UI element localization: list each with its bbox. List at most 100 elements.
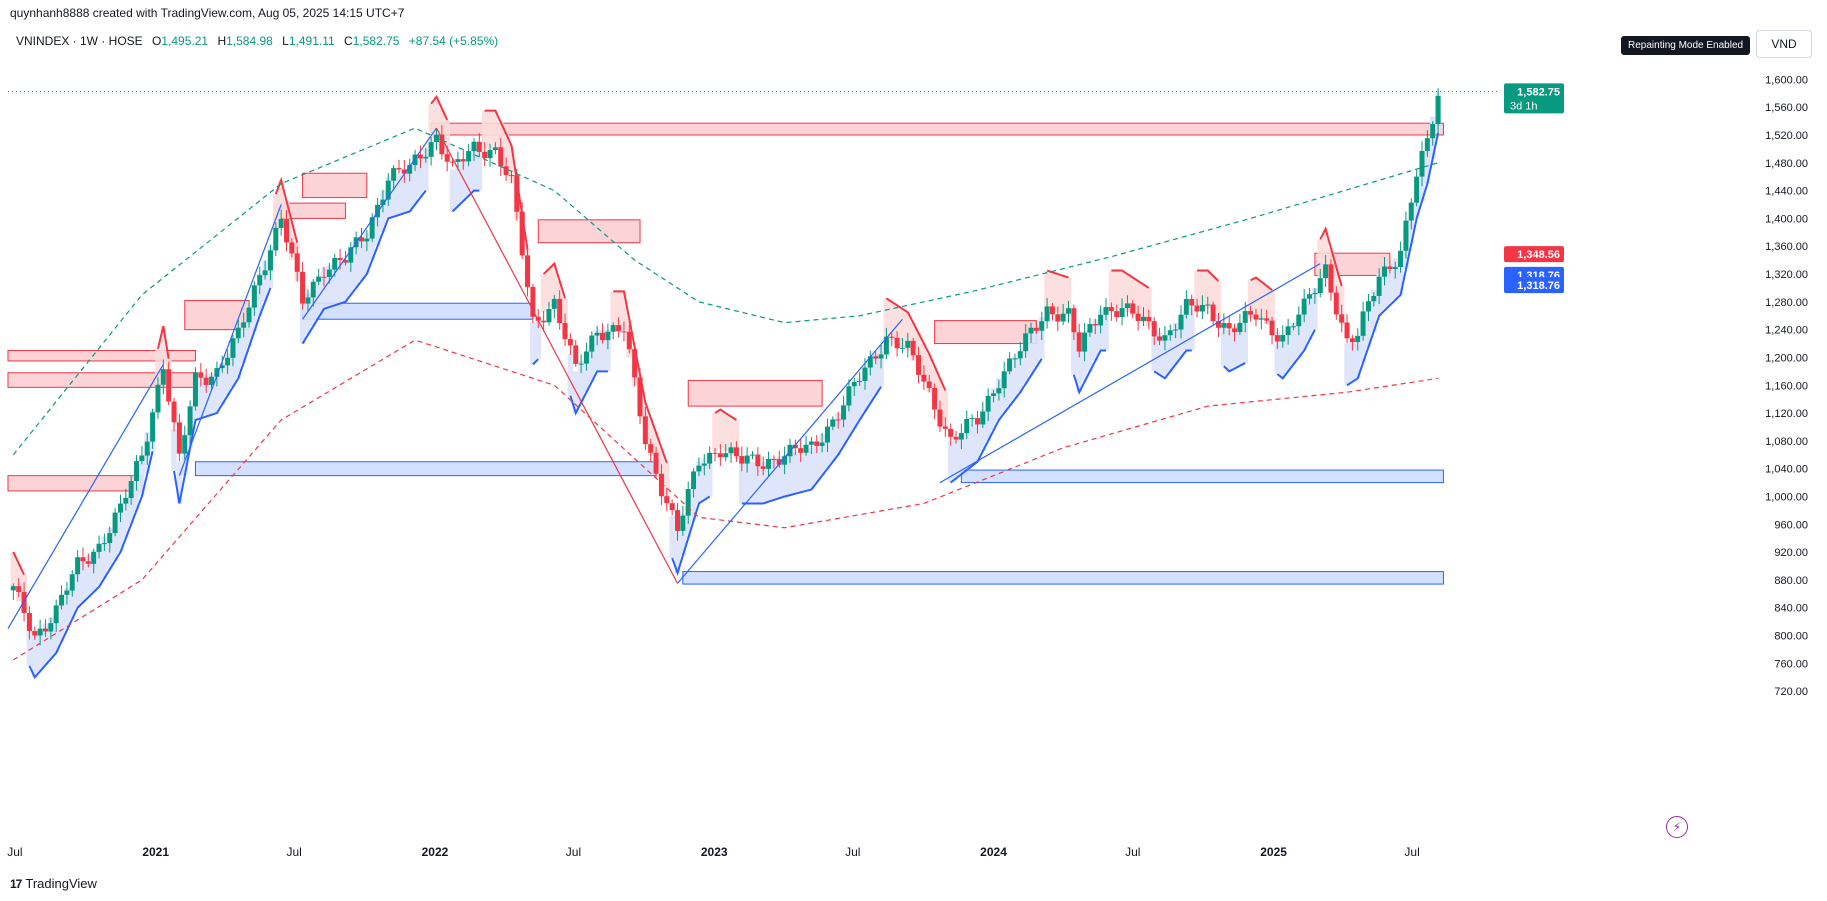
candle-body <box>1049 306 1055 315</box>
trend-fill <box>851 387 858 429</box>
candle-body <box>525 255 531 287</box>
candle-body <box>176 422 182 454</box>
candle-body <box>278 218 284 228</box>
candle-body <box>846 386 852 406</box>
trend-fill <box>781 454 788 497</box>
candle-body <box>332 257 338 270</box>
trend-fill <box>1054 274 1061 313</box>
x-tick-label: Jul <box>286 845 301 859</box>
candle-body <box>1173 329 1179 331</box>
candle-body <box>375 204 381 218</box>
candle-body <box>637 377 643 417</box>
trend-fill <box>1253 277 1259 316</box>
bull-trailing-stop <box>28 451 154 680</box>
y-tick-label: 1,320.00 <box>1765 269 1808 281</box>
trend-fill <box>872 353 879 395</box>
candle-body <box>782 456 788 465</box>
candle-body <box>1001 371 1007 389</box>
candle-body <box>1392 266 1398 269</box>
trend-fill <box>894 305 900 344</box>
trend-fill <box>1344 343 1350 386</box>
candle-body <box>1135 313 1141 321</box>
open-label: O <box>152 34 162 48</box>
trend-fill <box>1146 287 1152 327</box>
candle-body <box>921 374 927 382</box>
x-tick-label: Jul <box>1404 845 1419 859</box>
candle-body <box>541 320 547 323</box>
trend-fill <box>1049 272 1056 311</box>
candle-body <box>1103 307 1109 315</box>
candle-body <box>401 169 407 174</box>
x-tick-label: 2023 <box>701 845 728 859</box>
candle-body <box>444 154 450 162</box>
trend-fill <box>1028 333 1034 376</box>
trend-fill <box>738 461 745 504</box>
trend-fill <box>1231 326 1238 369</box>
candle-body <box>1189 298 1195 306</box>
trend-fill <box>31 635 38 678</box>
trend-fill <box>605 329 611 372</box>
y-tick-label: 960.00 <box>1774 519 1808 531</box>
trend-fill <box>465 154 472 196</box>
trend-fill <box>899 308 906 348</box>
bull-trailing-stop <box>451 189 480 213</box>
candle-body <box>21 591 27 614</box>
candle-body <box>69 574 75 591</box>
close-label: C <box>344 34 353 48</box>
candle-body <box>1199 305 1205 312</box>
candle-body <box>508 175 514 177</box>
candle-body <box>1124 303 1130 309</box>
trend-fill <box>717 409 724 448</box>
trend-fill <box>1354 336 1361 379</box>
candle-body <box>1403 220 1409 251</box>
bull-trailing-stop <box>1153 349 1192 380</box>
candle-body <box>321 276 327 278</box>
candle-body <box>439 134 445 155</box>
candle-body <box>316 276 322 282</box>
candle-body <box>407 165 413 174</box>
candle-body <box>1290 326 1296 328</box>
trend-fill <box>1022 342 1029 384</box>
candle-body <box>80 557 86 562</box>
trend-fill <box>1322 228 1329 268</box>
price-tag <box>1504 246 1564 263</box>
candle-body <box>1376 276 1382 296</box>
support-zone <box>194 461 657 477</box>
candle-body <box>380 199 386 205</box>
trend-fill <box>980 409 986 452</box>
trend-fill <box>765 459 772 502</box>
candle-body <box>1119 308 1125 317</box>
trend-fill <box>1258 281 1265 320</box>
candle-body <box>766 459 772 469</box>
low-value: 1,491.11 <box>288 34 335 48</box>
tradingview-logo[interactable]: 17 TradingView <box>10 876 97 891</box>
bear-trailing-stop <box>1111 269 1150 289</box>
bull-trailing-stop <box>569 370 608 416</box>
candle-body <box>1371 295 1377 302</box>
candle-body <box>1344 322 1350 339</box>
trend-fill <box>305 293 311 335</box>
bear-trailing-stop <box>156 325 170 359</box>
trend-fill <box>1140 284 1147 323</box>
lightning-icon[interactable]: ⚡ <box>1666 816 1688 838</box>
candle-body <box>391 168 397 181</box>
candle-body <box>691 471 697 490</box>
x-tick-label: Jul <box>566 845 581 859</box>
candle-body <box>1157 336 1163 341</box>
trend-fill <box>160 326 167 365</box>
trend-fill <box>337 261 343 304</box>
candle-body <box>899 347 905 349</box>
candle-body <box>187 406 193 436</box>
trend-fill <box>69 577 76 620</box>
currency-button[interactable]: VND <box>1756 30 1812 58</box>
trend-fill <box>846 395 852 438</box>
candle-body <box>262 270 268 276</box>
candle-body <box>1307 294 1313 299</box>
swing-line <box>939 263 1321 484</box>
candle-body <box>144 441 150 456</box>
trend-fill <box>1365 305 1372 348</box>
candle-body <box>42 628 48 632</box>
candle-body <box>1237 322 1243 333</box>
trend-fill <box>1274 332 1281 375</box>
